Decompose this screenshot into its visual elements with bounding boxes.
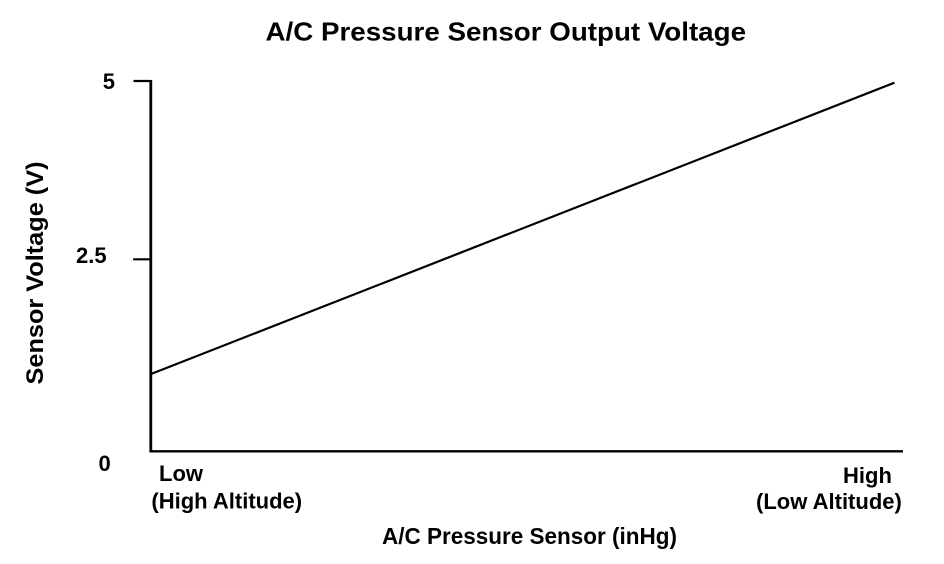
svg-text:(Low Altitude): (Low Altitude) [756,489,902,514]
svg-text:(High Altitude): (High Altitude) [151,489,302,514]
svg-text:Sensor Voltage (V): Sensor Voltage (V) [22,162,49,385]
svg-text:5: 5 [103,69,115,94]
svg-text:High: High [843,463,892,488]
svg-text:A/C Pressure Sensor (inHg): A/C Pressure Sensor (inHg) [382,523,677,549]
svg-text:2.5: 2.5 [76,243,107,268]
svg-text:Low: Low [159,461,204,486]
svg-text:0: 0 [99,451,111,476]
svg-text:A/C Pressure Sensor Output Vol: A/C Pressure Sensor Output Voltage [266,17,747,47]
